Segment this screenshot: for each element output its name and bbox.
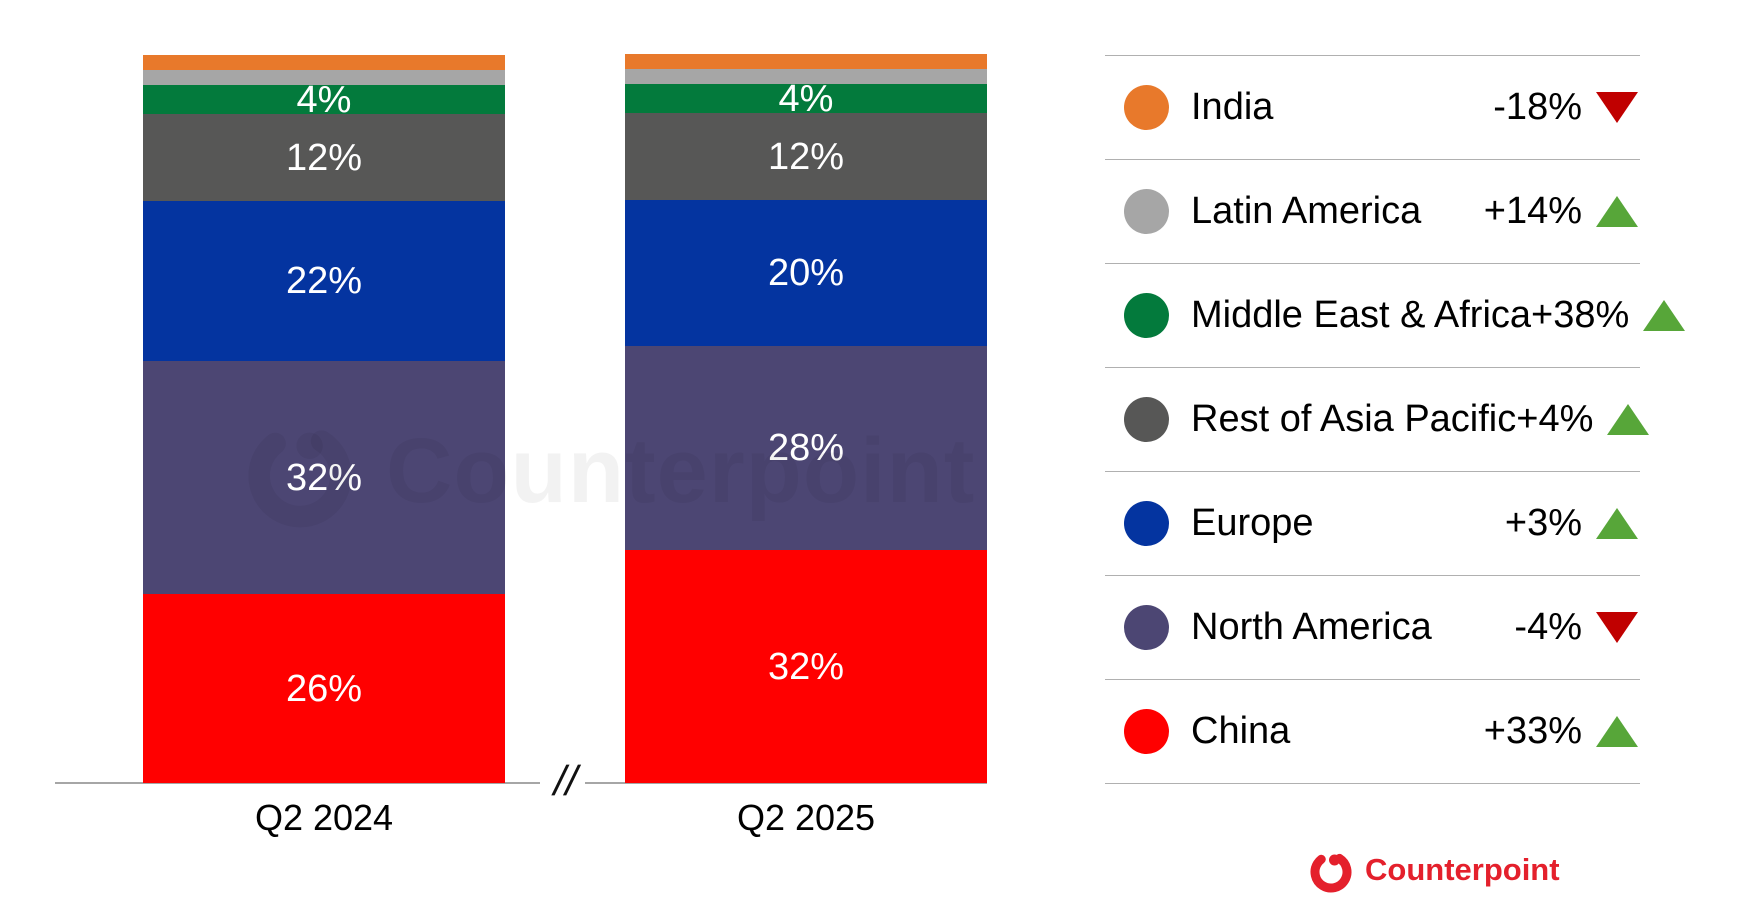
bar-segment-europe: 20%: [625, 200, 987, 346]
x-axis-label: Q2 2025: [736, 797, 876, 838]
legend-row-middle-east-africa: Middle East & Africa +38%: [1105, 263, 1686, 367]
axis-break-symbol: //: [549, 757, 583, 804]
legend-change-value: +3%: [1504, 502, 1582, 544]
legend-color-dot: [1124, 189, 1169, 234]
bar-segment-rest-of-asia-pacific: 12%: [625, 113, 987, 200]
stacked-bar-q2-2024: 4% 12% 22% 32% 26%: [143, 55, 505, 783]
legend-region-label: Europe: [1191, 502, 1314, 544]
legend-change-value: +38%: [1531, 294, 1630, 336]
legend-region-label: Latin America: [1191, 190, 1422, 232]
legend-region-label: Middle East & Africa: [1191, 294, 1532, 336]
legend-region-label: India: [1191, 86, 1274, 128]
down-triangle-icon: [1596, 612, 1638, 643]
legend-color-dot: [1124, 501, 1169, 546]
counterpoint-logo-icon: [1310, 851, 1352, 893]
up-triangle-icon: [1643, 300, 1686, 331]
legend-change-value: +33%: [1483, 710, 1582, 752]
bar-segment-india: [625, 54, 987, 69]
legend-change-value: +4%: [1516, 398, 1594, 440]
legend-row-europe: Europe +3%: [1105, 471, 1640, 575]
up-triangle-icon: [1607, 404, 1650, 435]
bar-segment-latin-america: [143, 70, 505, 85]
bar-segment-europe: 22%: [143, 201, 505, 361]
bar-segment-rest-of-asia-pacific: 12%: [143, 114, 505, 201]
bar-segment-india: [143, 55, 505, 70]
up-triangle-icon: [1596, 716, 1638, 747]
legend-change-value: -18%: [1493, 86, 1582, 128]
bar-segment-north-america: 28%: [625, 346, 987, 550]
legend-change-value: +14%: [1483, 190, 1582, 232]
legend-color-dot: [1124, 397, 1169, 442]
legend-color-dot: [1124, 85, 1169, 130]
bar-segment-latin-america: [625, 69, 987, 84]
down-triangle-icon: [1596, 92, 1638, 123]
x-axis-line-right: [585, 782, 987, 784]
legend-color-dot: [1124, 709, 1169, 754]
up-triangle-icon: [1596, 196, 1638, 227]
legend-row-latin-america: Latin America +14%: [1105, 159, 1640, 263]
legend-color-dot: [1124, 293, 1169, 338]
counterpoint-logo-text: Counterpoint: [1365, 852, 1560, 887]
legend-color-dot: [1124, 605, 1169, 650]
legend-row-china: China +33%: [1105, 679, 1640, 784]
legend: India -18% Latin America +14% Middle East & …: [1105, 55, 1686, 784]
up-triangle-icon: [1596, 508, 1638, 539]
x-axis-label: Q2 2024: [254, 797, 394, 838]
legend-change-value: -4%: [1514, 606, 1582, 648]
x-axis-line-left: [55, 782, 540, 784]
legend-region-label: North America: [1191, 606, 1432, 648]
bar-segment-north-america: 32%: [143, 361, 505, 594]
bar-segment-china: 26%: [143, 594, 505, 783]
counterpoint-logo: Counterpoint: [1306, 844, 1560, 896]
legend-row-india: India -18%: [1105, 55, 1640, 159]
bar-segment-china: 32%: [625, 550, 987, 783]
bar-segment-middle-east-africa: 4%: [625, 80, 987, 118]
stacked-bar-q2-2025: 4% 12% 20% 28% 32%: [625, 54, 987, 783]
legend-row-north-america: North America -4%: [1105, 575, 1640, 679]
legend-row-rest-of-asia-pacific: Rest of Asia Pacific +4%: [1105, 367, 1650, 471]
legend-region-label: Rest of Asia Pacific: [1191, 398, 1517, 440]
bar-segment-middle-east-africa: 4%: [143, 81, 505, 119]
legend-region-label: China: [1191, 710, 1291, 752]
